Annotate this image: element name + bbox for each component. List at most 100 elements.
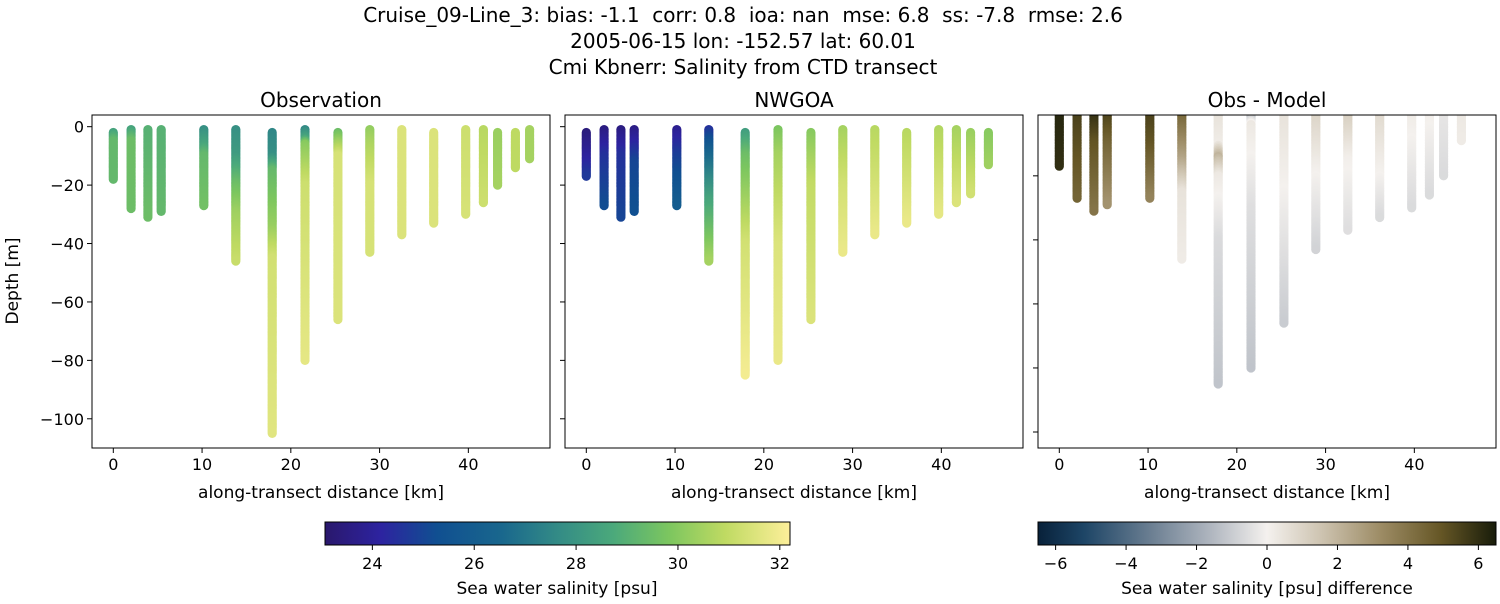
data-point: [478, 198, 488, 208]
data-point: [1177, 254, 1187, 264]
data-point: [629, 206, 639, 216]
colorbar-tick-label: 0: [1262, 554, 1272, 573]
x-tick-label: 20: [754, 455, 774, 474]
data-point: [1213, 379, 1223, 389]
data-point: [806, 314, 816, 325]
data-point: [672, 201, 682, 211]
x-tick-label: 40: [931, 455, 951, 474]
data-points: [1054, 115, 1466, 389]
data-point: [616, 212, 626, 222]
data-point: [143, 212, 153, 222]
data-point: [461, 209, 471, 219]
panel-1: 0 10 20 30 40 0 −20 −40 −60 −80 −100: [40, 114, 551, 474]
x-tick-label: 10: [665, 455, 685, 474]
panel-title-difference: Obs - Model: [1208, 88, 1327, 112]
colorbar-salinity: 24 26 28 30 32: [324, 521, 791, 573]
data-point: [581, 171, 591, 181]
data-point: [599, 201, 609, 211]
axes-frame: [1037, 114, 1497, 449]
data-point: [1102, 200, 1112, 210]
data-points: [108, 125, 535, 438]
data-point: [493, 180, 503, 190]
data-point: [231, 256, 241, 266]
data-point: [934, 209, 944, 219]
x-axis-label-model: along-transect distance [km]: [671, 483, 917, 503]
figure-title-line-3: Cmi Kbnerr: Salinity from CTD transect: [549, 55, 938, 79]
data-point: [525, 154, 535, 164]
colorbar-tick-label: 26: [464, 554, 484, 573]
x-tick-label: 30: [369, 455, 389, 474]
data-point: [1439, 171, 1449, 181]
x-axis-label-observation: along-transect distance [km]: [198, 483, 444, 503]
figure-title-line-1: Cruise_09-Line_3: bias: -1.1 corr: 0.8 i…: [363, 3, 1123, 27]
data-point: [300, 355, 310, 365]
x-tick-label: 40: [1404, 455, 1424, 474]
panel-2: 0 10 20 30 40: [560, 114, 1024, 474]
data-point: [429, 218, 439, 228]
data-point: [1145, 193, 1155, 203]
colorbar-salinity-label: Sea water salinity [psu]: [457, 579, 658, 599]
data-point: [1072, 193, 1082, 203]
x-tick-label: 30: [842, 455, 862, 474]
colorbar-difference: −6 −4 −2 0 2 4 6: [1037, 521, 1497, 573]
data-point: [1343, 225, 1353, 235]
data-point: [156, 206, 166, 216]
colorbar-tick-label: 32: [770, 554, 790, 573]
axes-frame: [91, 114, 551, 449]
x-tick-label: 0: [108, 455, 118, 474]
data-point: [704, 256, 714, 266]
data-point: [740, 370, 750, 380]
data-points: [581, 125, 994, 380]
data-point: [838, 247, 848, 257]
data-point: [773, 355, 783, 365]
x-tick-label: 30: [1315, 455, 1335, 474]
colorbar-bar: [324, 521, 791, 546]
data-point: [1311, 244, 1321, 255]
data-point: [902, 218, 912, 228]
data-point: [1054, 161, 1064, 171]
colorbar-bar: [1037, 521, 1497, 546]
x-tick-label: 10: [192, 455, 212, 474]
y-tick-label: −60: [50, 293, 84, 312]
colorbar-tick-label: 6: [1473, 554, 1483, 573]
data-point: [1375, 212, 1385, 223]
x-tick-label: 0: [1054, 455, 1064, 474]
panel-3: 0 10 20 30 40: [1033, 114, 1497, 474]
y-axis-label: Depth [m]: [3, 237, 23, 324]
data-point: [1407, 203, 1417, 213]
x-tick-label: 10: [1138, 455, 1158, 474]
x-tick-label: 20: [281, 455, 301, 474]
colorbar-tick-label: 28: [566, 554, 586, 573]
data-point: [983, 160, 994, 170]
panel-title-model: NWGOA: [754, 88, 834, 112]
figure-title-line-2: 2005-06-15 lon: -152.57 lat: 60.01: [570, 29, 916, 53]
data-point: [1456, 136, 1466, 146]
y-tick-label: −40: [50, 235, 84, 254]
data-point: [267, 428, 277, 438]
data-point: [126, 203, 136, 214]
data-point: [365, 247, 375, 257]
colorbar-tick-label: −2: [1185, 554, 1209, 573]
data-point: [966, 189, 976, 199]
colorbar-tick-label: 30: [668, 554, 688, 573]
data-point: [1089, 206, 1099, 216]
panel-title-observation: Observation: [260, 88, 382, 112]
data-point: [1424, 190, 1434, 200]
y-tick-label: 0: [74, 118, 84, 137]
data-point: [397, 230, 407, 240]
colorbar-tick-label: 2: [1332, 554, 1342, 573]
axes-frame: [564, 114, 1024, 449]
colorbar-tick-label: −4: [1114, 554, 1138, 573]
x-tick-label: 40: [458, 455, 478, 474]
x-tick-label: 20: [1227, 455, 1247, 474]
colorbar-tick-label: 24: [362, 554, 382, 573]
y-tick-label: −80: [50, 351, 84, 370]
colorbar-tick-label: −6: [1044, 554, 1068, 573]
colorbar-tick-label: 4: [1403, 554, 1413, 573]
data-point: [333, 314, 343, 325]
data-point: [199, 201, 209, 211]
y-tick-label: −100: [40, 410, 84, 429]
x-axis-label-difference: along-transect distance [km]: [1144, 483, 1390, 503]
data-point: [510, 163, 520, 173]
